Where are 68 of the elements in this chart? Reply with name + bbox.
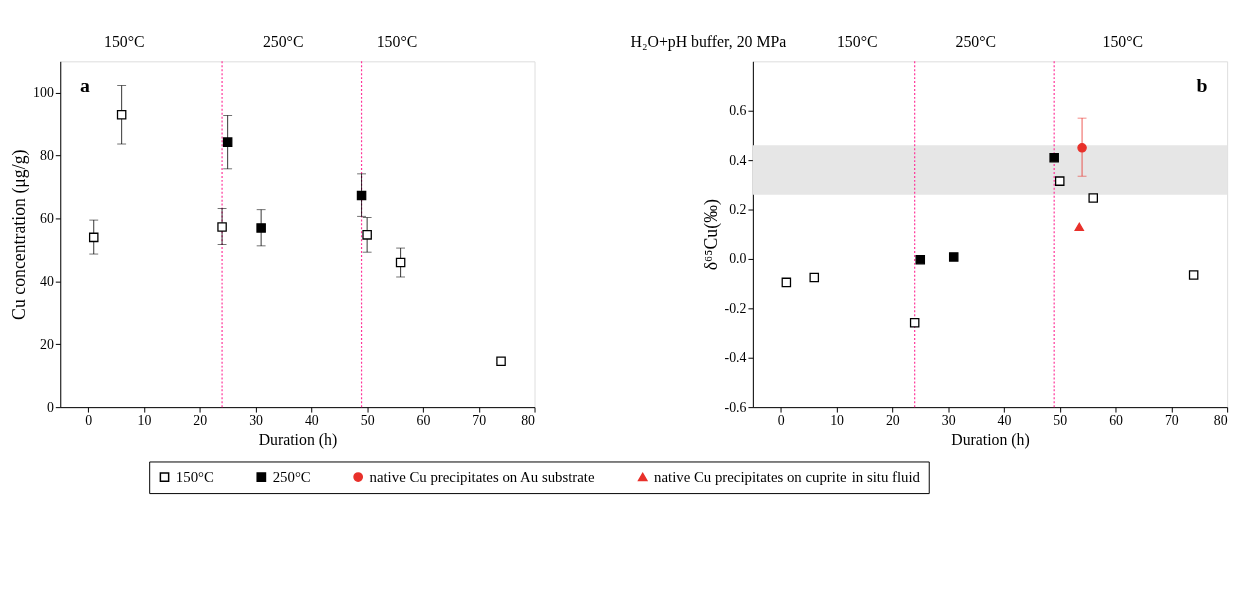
y-tick-label: -0.6 [724, 399, 747, 415]
text: 150°C [104, 32, 145, 50]
legend-label: native Cu precipitates on Au substrate [369, 468, 595, 485]
text: 150°C [836, 32, 878, 50]
y-tick-label: -0.2 [724, 300, 747, 316]
y-tick-label: 60 [40, 210, 54, 226]
legend-label: native Cu precipitates on cuprite [654, 468, 847, 485]
point [356, 190, 367, 201]
x-tick-label: 50 [1053, 413, 1068, 429]
point [1188, 270, 1199, 280]
legend-label: 250°C [272, 468, 311, 485]
x-axis-title: Duration (h) [258, 431, 338, 450]
point [809, 272, 820, 283]
y-tick-label: -0.4 [724, 350, 747, 366]
x-tick-label: 30 [249, 413, 264, 429]
y-axis-title: δ⁶⁵Cu(‰) [700, 199, 722, 271]
legend-label: 150°C [175, 468, 215, 485]
x-tick-label: 0 [85, 413, 93, 429]
text: 150°C [376, 32, 418, 50]
point [1074, 222, 1085, 232]
point [395, 257, 406, 268]
y-tick-label: 80 [40, 148, 54, 164]
y-tick-label: 0 [46, 399, 54, 415]
point [781, 277, 792, 288]
y-tick-label: 0.0 [729, 251, 747, 267]
x-tick-label: 10 [137, 413, 152, 429]
x-tick-label: 20 [885, 413, 900, 429]
legend-title: in situ fluid [851, 469, 921, 486]
text: 250°C [262, 32, 304, 50]
point [222, 137, 233, 147]
x-tick-label: 60 [416, 413, 431, 429]
point [362, 230, 372, 240]
x-tick-label: 40 [997, 413, 1012, 429]
point [116, 110, 127, 120]
point [1077, 143, 1087, 153]
x-tick-label: 60 [1109, 413, 1124, 429]
point [948, 252, 959, 262]
y-axis-title: Cu concentration (μg/g) [9, 149, 31, 320]
text: H₂O+pH buffer, 20 MPa [630, 32, 787, 51]
text: 250°C [955, 32, 997, 50]
point [1054, 176, 1065, 186]
point [909, 317, 920, 328]
annotation: a [80, 73, 91, 96]
point [217, 222, 227, 232]
y-tick-label: 0.2 [729, 201, 747, 217]
x-tick-label: 80 [1213, 413, 1228, 429]
y-tick-label: 40 [40, 273, 54, 289]
y-tick-label: 100 [33, 85, 54, 101]
point [88, 232, 99, 243]
x-tick-label: 40 [304, 413, 319, 429]
x-axis-title: Duration (h) [951, 431, 1030, 450]
point [915, 254, 926, 265]
annotation: b [1196, 73, 1208, 96]
y-tick-label: 0.4 [729, 152, 747, 168]
x-tick-label: 70 [1164, 413, 1179, 429]
point [1088, 193, 1098, 203]
text: 150°C [1102, 32, 1144, 50]
x-tick-label: 50 [360, 413, 375, 429]
x-tick-label: 80 [521, 413, 536, 429]
x-tick-label: 10 [830, 413, 845, 429]
point [1049, 152, 1059, 163]
x-tick-label: 20 [193, 413, 208, 429]
x-tick-label: 0 [777, 413, 785, 429]
y-tick-label: 0.6 [729, 103, 747, 119]
x-tick-label: 70 [472, 413, 487, 429]
x-tick-label: 30 [941, 413, 956, 429]
point [256, 223, 266, 233]
y-tick-label: 20 [40, 336, 54, 352]
